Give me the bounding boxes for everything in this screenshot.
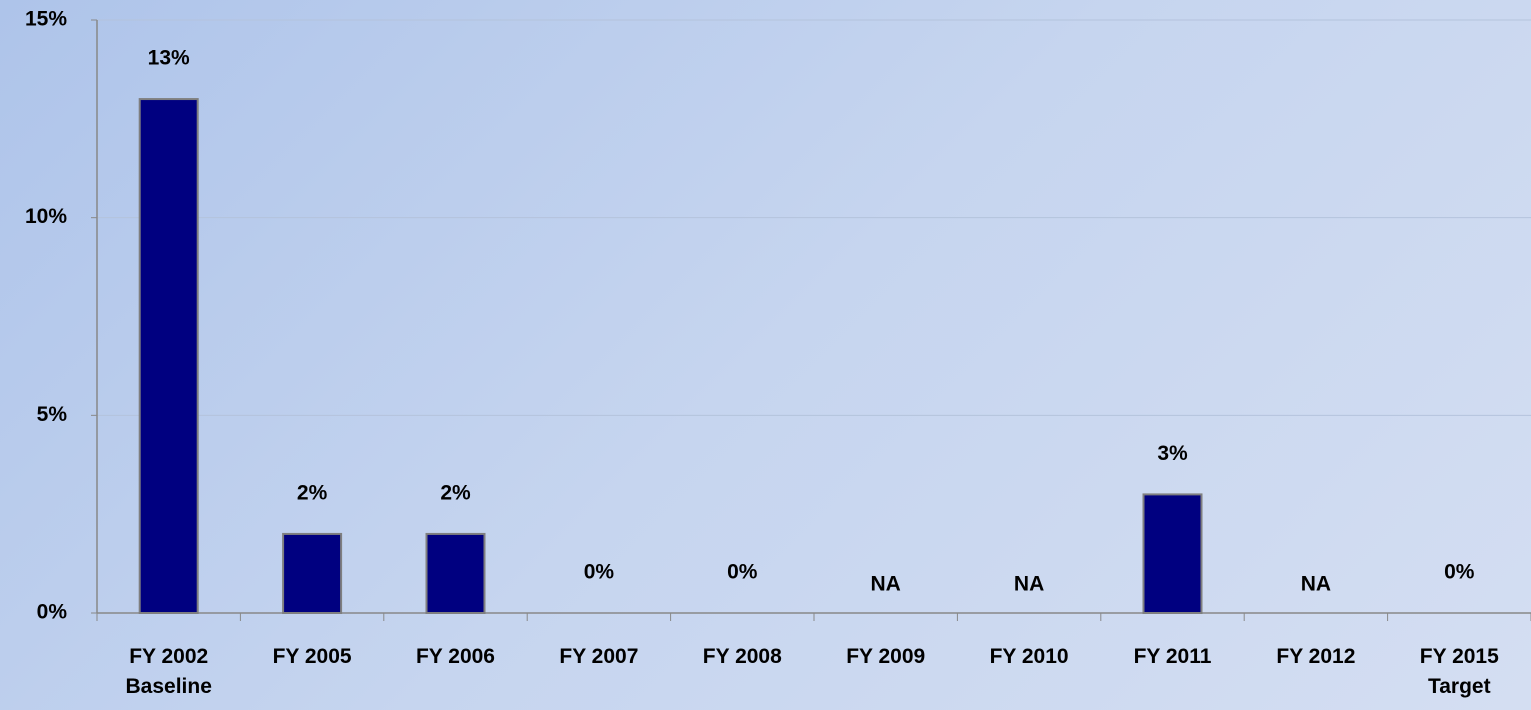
data-label: 13% (148, 47, 190, 70)
data-label: 2% (297, 481, 328, 504)
x-tick-label: FY 2008 (703, 645, 782, 668)
x-tick-label-line: FY 2009 (846, 645, 925, 668)
x-tick-label-line: FY 2011 (1134, 645, 1212, 668)
data-label: 0% (727, 561, 758, 584)
x-tick-label: FY 2005 (273, 645, 352, 668)
data-label: NA (1301, 573, 1331, 596)
x-tick-label-line: Baseline (126, 675, 212, 698)
bar (1142, 493, 1203, 614)
x-tick-label: FY 2015 Target (1420, 645, 1499, 698)
x-tick-label: FY 2010 (990, 645, 1069, 668)
x-tick-label: FY 2012 (1276, 645, 1355, 668)
data-label: 3% (1157, 442, 1188, 465)
x-tick-label: FY 2002 Baseline (126, 645, 212, 698)
x-tick-label: FY 2006 (416, 645, 495, 668)
x-tick-label-line: FY 2010 (990, 645, 1069, 668)
x-tick-label-line: FY 2007 (559, 645, 638, 668)
data-label: NA (871, 573, 901, 596)
x-tick-label-line: FY 2006 (416, 645, 495, 668)
bar (138, 98, 199, 615)
x-tick-label-line: FY 2015 (1420, 645, 1499, 668)
x-tick-label-line: FY 2008 (703, 645, 782, 668)
x-tick-label: FY 2009 (846, 645, 925, 668)
y-tick-label: 5% (37, 403, 68, 426)
data-label: 0% (1444, 561, 1475, 584)
data-label: 2% (440, 481, 471, 504)
y-tick-label: 15% (25, 8, 67, 31)
bar (425, 532, 486, 615)
data-label: 0% (584, 561, 615, 584)
x-tick-label-line: FY 2005 (273, 645, 352, 668)
y-tick-label: 10% (25, 205, 67, 228)
x-tick-label-line: Target (1428, 675, 1491, 698)
y-tick-label: 0% (37, 601, 68, 624)
x-tick-label-line: FY 2002 (129, 645, 208, 668)
x-tick-label-line: FY 2012 (1276, 645, 1355, 668)
x-tick-label: FY 2011 (1134, 645, 1212, 668)
bar (282, 532, 343, 615)
x-tick-label: FY 2007 (559, 645, 638, 668)
data-label: NA (1014, 573, 1044, 596)
